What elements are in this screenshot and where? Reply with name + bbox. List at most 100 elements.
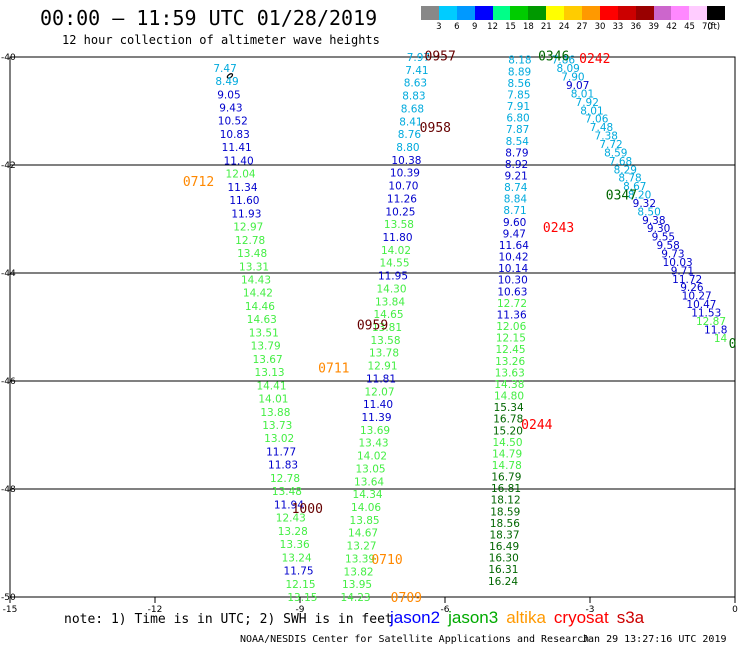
wave-height-label: 12.78: [270, 473, 300, 485]
wave-height-label: 16.79: [491, 472, 521, 484]
wave-height-label: 13.39: [345, 553, 375, 565]
wave-height-label: 9.07: [566, 80, 589, 92]
wave-height-label: 11.75: [284, 566, 314, 578]
wave-height-label: 10.25: [385, 206, 415, 218]
legend-labels: 3 6 9 12 15 18 21 24 27 30 33 36 39 42 45 70 (ft): [421, 20, 740, 34]
y-tick-label: -48: [1, 485, 16, 495]
wave-height-label: 14.67: [348, 528, 378, 540]
wave-height-label: 12.06: [496, 321, 526, 333]
satellite-s3a: s3a: [616, 608, 645, 627]
wave-height-label: 8.71: [503, 205, 526, 217]
wave-height-label: 8.78: [618, 173, 641, 185]
pass-time-label: 0346: [538, 49, 569, 64]
wave-height-label: 11.81: [366, 373, 396, 385]
units-note: note: 1) Time is in UTC; 2) SWH is in fe…: [64, 612, 393, 627]
legend-label: 45: [684, 22, 695, 32]
wave-height-label: 13.79: [251, 341, 281, 353]
wave-height-label: 10.27: [682, 291, 712, 303]
wave-height-label: 11.40: [363, 399, 393, 411]
wave-height-label: 11.53: [691, 308, 721, 320]
page-subtitle: 12 hour collection of altimeter wave hei…: [62, 33, 380, 47]
wave-height-label: 10.83: [220, 129, 250, 141]
wave-height-label: 11.60: [229, 195, 259, 207]
legend-swatch: [510, 6, 529, 20]
legend-swatch: [528, 6, 547, 20]
pass-time-label: 0244: [521, 418, 552, 433]
wave-height-label: 8.56: [507, 78, 531, 90]
wave-height-label: 13.27: [347, 541, 377, 553]
pass-time-label: 0243: [543, 221, 574, 236]
wave-height-label: 14.78: [492, 460, 522, 472]
wave-height-label: 16.24: [488, 576, 518, 588]
wave-height-label: 12.04: [226, 169, 256, 181]
wave-height-label: 10.63: [497, 286, 527, 298]
wave-height-label: 11.94: [274, 499, 304, 511]
wave-height-label: 10.14: [498, 263, 528, 275]
wave-height-label: 6.80: [506, 113, 529, 125]
wave-height-label: 14.30: [376, 283, 406, 295]
wave-height-label: 11.26: [387, 193, 417, 205]
wave-height-label: 13.78: [369, 348, 399, 360]
wave-height-label: 11.93: [231, 208, 261, 220]
wave-height-label: 16.30: [489, 553, 519, 565]
legend-swatch: [456, 6, 475, 20]
wave-height-label: 13.58: [384, 219, 414, 231]
pass-time-label: 0958: [420, 121, 451, 136]
legend-label: 18: [522, 22, 534, 32]
legend-label: 70: [701, 22, 713, 32]
legend-swatch: [474, 6, 493, 20]
y-tick-label: -40: [1, 53, 16, 63]
legend-swatch: [599, 6, 618, 20]
legend-swatch: [582, 6, 600, 20]
legend-label: 33: [612, 22, 624, 32]
wave-height-label: 15.20: [493, 425, 523, 437]
wave-height-label: 12.72: [497, 298, 527, 310]
wave-height-label: 7.68: [609, 156, 632, 168]
wave-height-label: 18.56: [490, 518, 520, 530]
wave-height-label: 14.34: [353, 489, 383, 501]
wave-height-label: 8.50: [637, 206, 660, 218]
legend-swatches: [421, 6, 740, 20]
wave-height-label: 8.09: [556, 63, 579, 75]
wave-height-label: 11.72: [672, 274, 702, 286]
wave-height-label: 18.59: [490, 506, 520, 518]
wave-height-label: 11.39: [361, 412, 391, 424]
wave-height-label: 13.84: [375, 296, 405, 308]
wave-height-label: 13.15: [287, 592, 317, 604]
wave-height-label: 13.43: [359, 438, 389, 450]
wave-height-label: 11.8: [704, 324, 727, 336]
page-title: 00:00 — 11:59 UTC 01/28/2019: [40, 6, 378, 30]
pass-time-label: 0712: [183, 175, 214, 190]
legend-label: 24: [558, 22, 570, 32]
wave-height-label: 13.82: [344, 566, 374, 578]
legend-label: 21: [540, 22, 552, 32]
wave-height-label: 12.91: [367, 361, 397, 373]
wave-height-label: 8.41: [399, 116, 422, 128]
wave-height-label: 15.34: [494, 402, 524, 414]
wave-height-label: 8.84: [504, 194, 528, 206]
wave-height-label: 13.88: [260, 407, 290, 419]
satellite-jason2: jason2: [390, 608, 441, 627]
wave-height-label: 14.63: [247, 314, 277, 326]
pass-time-label: 0710: [371, 553, 402, 568]
x-tick-label: 0: [732, 605, 738, 615]
wave-height-label: 13.67: [253, 354, 283, 366]
pass-time-label: 0711: [318, 362, 349, 377]
legend-swatch: [421, 6, 439, 20]
wave-height-label: 9.32: [633, 198, 656, 210]
wave-height-label: 11.77: [266, 446, 296, 458]
legend-swatch: [617, 6, 636, 20]
wave-height-label: 13.85: [350, 515, 380, 527]
wave-height-label: 14.38: [494, 379, 524, 391]
satellite-altika: altika: [506, 608, 546, 627]
legend-label: 27: [576, 22, 588, 32]
wave-height-label: 13.64: [354, 476, 384, 488]
pass-time-label: 0709: [391, 591, 422, 606]
satellite-legend: jason2 jason3 altika cryosat s3a: [390, 608, 652, 628]
wave-height-label: 9.55: [652, 232, 675, 244]
wave-height-label: 13.24: [282, 552, 312, 564]
legend-label: 36: [630, 22, 642, 32]
wave-height-label: 12.15: [496, 333, 526, 345]
wave-height-label: 13.26: [495, 356, 525, 368]
pass-time-label: 0957: [425, 49, 456, 64]
